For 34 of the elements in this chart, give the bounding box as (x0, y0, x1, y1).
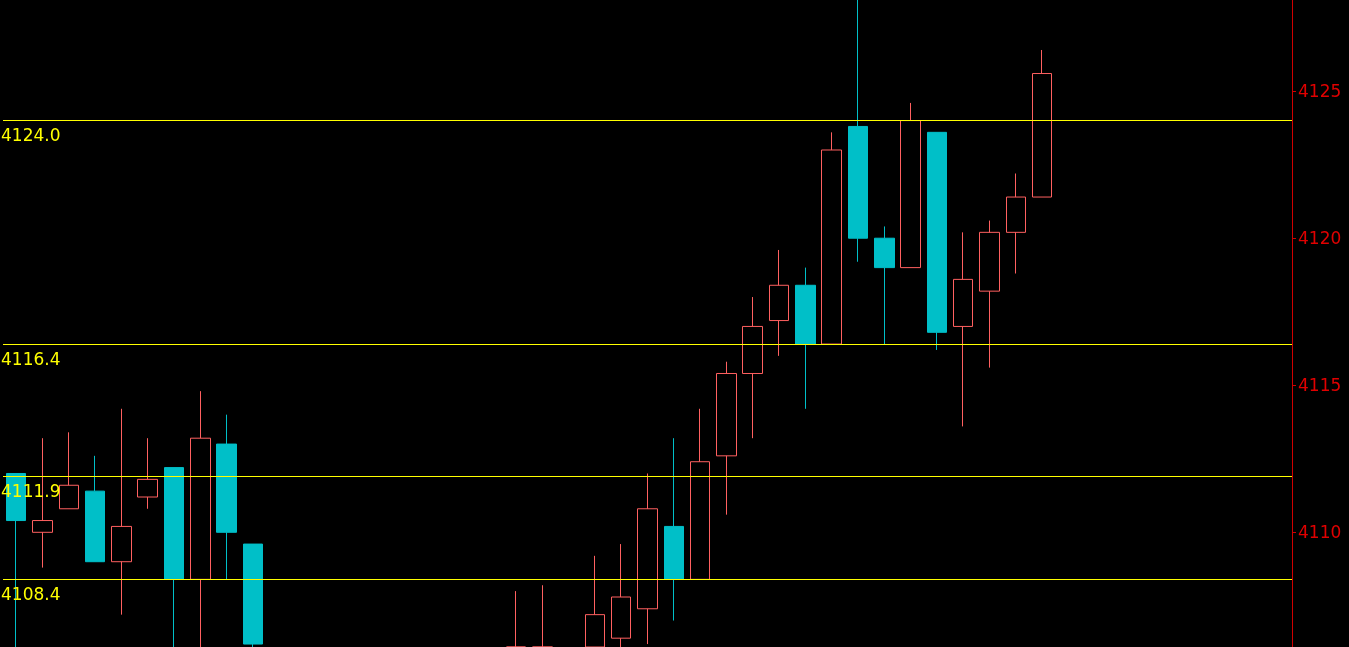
candlestick (243, 543, 263, 647)
candlestick (927, 131, 947, 351)
candlestick (769, 249, 789, 357)
candlestick (742, 296, 763, 439)
candlestick (690, 408, 710, 580)
candlestick (716, 361, 737, 516)
candlestick (611, 543, 631, 647)
y-tick-label: 4125 (1298, 81, 1342, 102)
ref-line-label: 4124.0 (1, 125, 61, 146)
candlestick (1032, 49, 1052, 198)
candlestick (59, 431, 79, 510)
candlestick (953, 231, 973, 427)
candlestick (821, 131, 842, 345)
candlestick (637, 472, 658, 645)
candlestick (216, 414, 237, 580)
candlestick (979, 220, 1000, 369)
candlestick (190, 390, 211, 647)
candlestick (874, 225, 895, 345)
candlestick (900, 102, 921, 269)
candlestick (85, 455, 105, 563)
candlestick (848, 0, 868, 263)
candlestick (111, 408, 132, 616)
candlestick (664, 437, 684, 622)
candlestick (585, 555, 605, 647)
candlestick (137, 437, 158, 510)
y-tick-label: 4120 (1298, 228, 1342, 249)
candlestick (795, 267, 816, 410)
candlestick (1006, 173, 1026, 274)
candlestick (164, 467, 184, 647)
ref-line-label: 4116.4 (1, 348, 61, 369)
y-tick-label: 4115 (1298, 375, 1342, 396)
y-tick-label: 4110 (1298, 522, 1342, 543)
candlestick (506, 590, 526, 647)
candlestick (532, 584, 553, 647)
